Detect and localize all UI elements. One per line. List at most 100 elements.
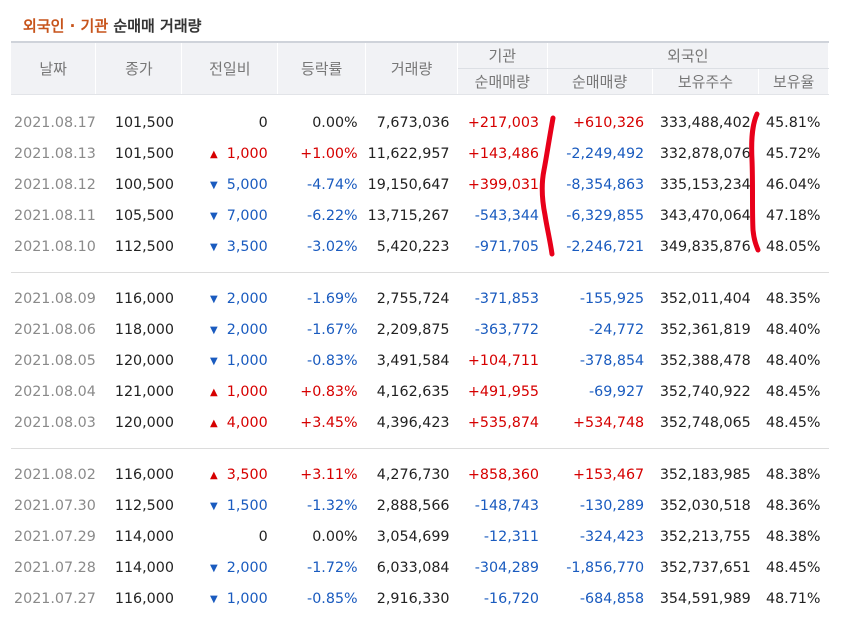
cell-foreign-ratio: 48.40%	[765, 321, 821, 338]
table-row: 2021.08.11 105,500 ▼ 7,000 -6.22% 13,715,267 -…	[11, 200, 829, 231]
cell-rate: 0.00%	[312, 528, 358, 545]
cell-foreign-shares: 333,488,402	[659, 114, 751, 131]
col-header-volume: 거래량	[365, 41, 459, 95]
cell-date: 2021.07.30	[14, 497, 96, 514]
cell-inst-net: -12,311	[483, 528, 540, 545]
down-triangle-icon: ▼	[210, 500, 218, 512]
cell-rate: -1.32%	[307, 497, 358, 514]
col-header-diff: 전일비	[181, 41, 279, 95]
col-header-date: 날짜	[11, 41, 97, 95]
cell-date: 2021.08.04	[14, 383, 96, 400]
cell-date: 2021.07.29	[14, 528, 96, 545]
cell-diff: ▲ 1,000	[182, 376, 278, 407]
cell-diff: ▲ 3,500	[182, 459, 278, 490]
table-row: 2021.08.10 112,500 ▼ 3,500 -3.02% 5,420,223 -9…	[11, 231, 829, 262]
cell-volume: 2,916,330	[376, 590, 450, 607]
cell-close: 116,000	[114, 290, 174, 307]
cell-volume: 7,673,036	[376, 114, 450, 131]
cell-inst-net: +858,360	[467, 466, 540, 483]
cell-volume: 3,491,584	[376, 352, 450, 369]
cell-rate: +1.00%	[300, 145, 358, 162]
diff-value: 1,500	[226, 497, 268, 514]
cell-inst-net: -543,344	[474, 207, 540, 224]
cell-volume: 13,715,267	[367, 207, 450, 224]
cell-foreign-ratio: 48.38%	[765, 528, 821, 545]
page-title: 외국인 · 기관 순매매 거래량	[23, 15, 201, 36]
cell-foreign-shares: 354,591,989	[659, 590, 751, 607]
cell-foreign-shares: 352,748,065	[659, 414, 751, 431]
cell-foreign-shares: 352,737,651	[659, 559, 751, 576]
cell-close: 116,000	[114, 466, 174, 483]
diff-value: 4,000	[226, 414, 268, 431]
cell-inst-net: -363,772	[474, 321, 540, 338]
cell-inst-net: +104,711	[467, 352, 540, 369]
col-header-foreign-net: 순매매량	[547, 68, 653, 95]
cell-date: 2021.08.17	[14, 114, 96, 131]
table-row: 2021.08.03 120,000 ▲ 4,000 +3.45% 4,396,423 +5…	[11, 407, 829, 438]
table-row: 2021.07.27 116,000 ▼ 1,000 -0.85% 2,916,330 -1…	[11, 583, 829, 614]
cell-diff: ▼ 1,000	[182, 345, 278, 376]
down-triangle-icon: ▼	[210, 562, 218, 574]
cell-date: 2021.08.02	[14, 466, 96, 483]
diff-value: 1,000	[226, 145, 268, 162]
table-row: 2021.08.06 118,000 ▼ 2,000 -1.67% 2,209,875 -3…	[11, 314, 829, 345]
cell-foreign-shares: 352,183,985	[659, 466, 751, 483]
diff-value: 0	[258, 528, 268, 545]
down-triangle-icon: ▼	[210, 324, 218, 336]
up-triangle-icon: ▲	[210, 417, 218, 429]
cell-date: 2021.08.11	[14, 207, 96, 224]
cell-foreign-shares: 335,153,234	[659, 176, 751, 193]
cell-foreign-net: -6,329,855	[566, 207, 645, 224]
cell-close: 116,000	[114, 590, 174, 607]
cell-inst-net: -148,743	[474, 497, 540, 514]
cell-foreign-shares: 352,388,478	[659, 352, 751, 369]
up-triangle-icon: ▲	[210, 469, 218, 481]
trading-table: 날짜 종가 전일비 등락률 거래량 기관 외국인 순매매량 순매매량 보유주수 …	[11, 41, 830, 614]
cell-foreign-ratio: 48.45%	[765, 414, 821, 431]
cell-volume: 2,888,566	[376, 497, 450, 514]
cell-volume: 2,755,724	[376, 290, 450, 307]
cell-volume: 4,162,635	[376, 383, 450, 400]
diff-value: 2,000	[226, 321, 268, 338]
cell-foreign-net: -155,925	[579, 290, 645, 307]
cell-rate: +3.11%	[300, 466, 358, 483]
cell-diff: ▲ 1,000	[182, 138, 278, 169]
up-triangle-icon: ▲	[210, 386, 218, 398]
cell-foreign-shares: 349,835,876	[659, 238, 751, 255]
col-header-foreign-ratio: 보유율	[758, 68, 829, 95]
cell-foreign-net: +153,467	[573, 466, 645, 483]
col-header-rate: 등락률	[277, 41, 367, 95]
cell-close: 101,500	[114, 114, 174, 131]
cell-inst-net: +399,031	[467, 176, 540, 193]
cell-diff: 0	[182, 107, 278, 138]
cell-inst-net: +535,874	[467, 414, 540, 431]
cell-volume: 3,054,699	[376, 528, 450, 545]
cell-diff: ▼ 7,000	[182, 200, 278, 231]
col-header-inst-net: 순매매량	[457, 68, 548, 95]
cell-foreign-ratio: 48.36%	[765, 497, 821, 514]
cell-rate: -1.69%	[307, 290, 358, 307]
table-row: 2021.08.12 100,500 ▼ 5,000 -4.74% 19,150,647 +…	[11, 169, 829, 200]
cell-rate: 0.00%	[312, 114, 358, 131]
down-triangle-icon: ▼	[210, 179, 218, 191]
table-row: 2021.08.13 101,500 ▲ 1,000 +1.00% 11,622,957 +…	[11, 138, 829, 169]
cell-diff: ▼ 1,500	[182, 490, 278, 521]
cell-diff: ▲ 4,000	[182, 407, 278, 438]
cell-foreign-net: -8,354,863	[566, 176, 645, 193]
cell-diff: ▼ 3,500	[182, 231, 278, 262]
down-triangle-icon: ▼	[210, 293, 218, 305]
down-triangle-icon: ▼	[210, 210, 218, 222]
diff-value: 2,000	[226, 559, 268, 576]
table-row: 2021.08.17 101,500 0 0.00% 7,673,036 +217,003…	[11, 107, 829, 138]
cell-rate: -0.85%	[307, 590, 358, 607]
cell-foreign-net: -1,856,770	[566, 559, 645, 576]
cell-inst-net: +217,003	[467, 114, 540, 131]
cell-inst-net: -16,720	[483, 590, 540, 607]
cell-close: 100,500	[114, 176, 174, 193]
cell-foreign-ratio: 48.35%	[765, 290, 821, 307]
cell-foreign-net: -2,249,492	[566, 145, 645, 162]
down-triangle-icon: ▼	[210, 355, 218, 367]
cell-close: 121,000	[114, 383, 174, 400]
cell-rate: -3.02%	[307, 238, 358, 255]
col-header-close: 종가	[95, 41, 183, 95]
